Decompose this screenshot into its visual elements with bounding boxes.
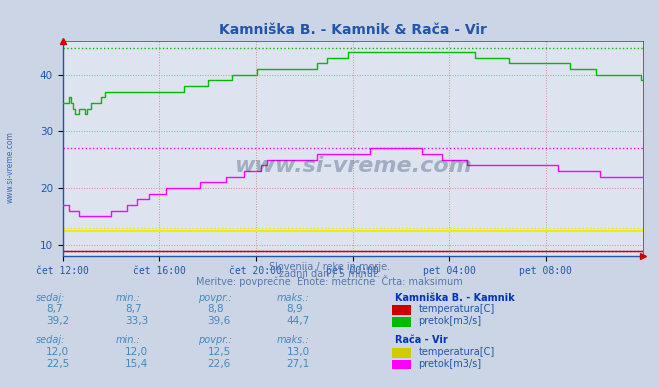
Text: sedaj:: sedaj: (36, 293, 66, 303)
Text: 27,1: 27,1 (287, 359, 310, 369)
Text: min.:: min.: (115, 335, 140, 345)
Text: pretok[m3/s]: pretok[m3/s] (418, 316, 482, 326)
Text: povpr.:: povpr.: (198, 293, 231, 303)
Text: 15,4: 15,4 (125, 359, 148, 369)
Text: 39,2: 39,2 (46, 316, 69, 326)
Text: sedaj:: sedaj: (36, 335, 66, 345)
Text: www.si-vreme.com: www.si-vreme.com (5, 131, 14, 203)
Text: min.:: min.: (115, 293, 140, 303)
Text: 8,8: 8,8 (208, 304, 224, 314)
Text: 44,7: 44,7 (287, 316, 310, 326)
Text: 8,9: 8,9 (287, 304, 303, 314)
Text: Slovenija / reke in morje.: Slovenija / reke in morje. (269, 262, 390, 272)
Text: Meritve: povprečne  Enote: metrične  Črta: maksimum: Meritve: povprečne Enote: metrične Črta:… (196, 275, 463, 287)
Text: 12,5: 12,5 (208, 347, 231, 357)
Text: povpr.:: povpr.: (198, 335, 231, 345)
Text: 12,0: 12,0 (125, 347, 148, 357)
Title: Kamniška B. - Kamnik & Rača - Vir: Kamniška B. - Kamnik & Rača - Vir (219, 23, 486, 37)
Text: 33,3: 33,3 (125, 316, 148, 326)
Text: 22,6: 22,6 (208, 359, 231, 369)
Text: temperatura[C]: temperatura[C] (418, 347, 495, 357)
Text: Kamniška B. - Kamnik: Kamniška B. - Kamnik (395, 293, 515, 303)
Text: 13,0: 13,0 (287, 347, 310, 357)
Text: 12,0: 12,0 (46, 347, 69, 357)
Text: maks.:: maks.: (277, 335, 310, 345)
Text: 8,7: 8,7 (46, 304, 63, 314)
Text: Rača - Vir: Rača - Vir (395, 335, 448, 345)
Text: 39,6: 39,6 (208, 316, 231, 326)
Text: zadnji dan / 5 minut.: zadnji dan / 5 minut. (279, 269, 380, 279)
Text: maks.:: maks.: (277, 293, 310, 303)
Text: 22,5: 22,5 (46, 359, 69, 369)
Text: 8,7: 8,7 (125, 304, 142, 314)
Text: pretok[m3/s]: pretok[m3/s] (418, 359, 482, 369)
Text: temperatura[C]: temperatura[C] (418, 304, 495, 314)
Text: www.si-vreme.com: www.si-vreme.com (234, 156, 471, 176)
